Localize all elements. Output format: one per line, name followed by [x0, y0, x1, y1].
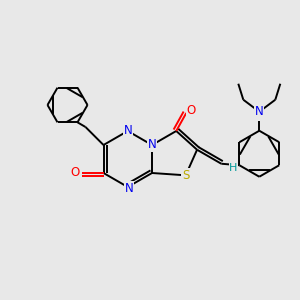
Text: O: O: [70, 167, 79, 179]
Text: H: H: [229, 163, 238, 173]
Text: O: O: [187, 103, 196, 116]
Text: N: N: [255, 105, 264, 118]
Text: N: N: [148, 139, 156, 152]
Text: S: S: [182, 169, 189, 182]
Text: H: H: [229, 163, 238, 173]
Text: N: N: [123, 124, 132, 137]
Text: N: N: [124, 182, 133, 194]
